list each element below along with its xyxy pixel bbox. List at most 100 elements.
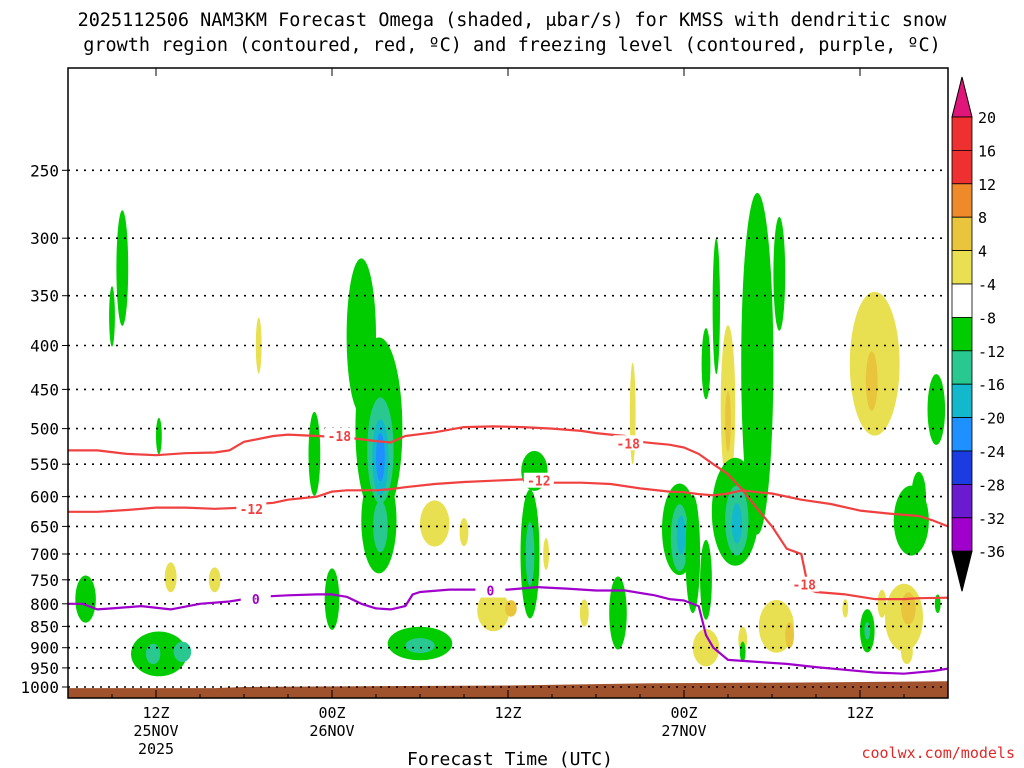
omega-cell-53 (842, 599, 849, 618)
y-tick-label-800: 800 (30, 595, 59, 614)
colorbar-extend-top (951, 76, 973, 118)
contour-label-0-2: -18 (793, 579, 817, 594)
colorbar-swatch-2 (951, 183, 973, 218)
y-tick-label-300: 300 (30, 229, 59, 248)
omega-shading (75, 192, 946, 677)
omega-cell-0 (116, 210, 129, 326)
omega-cell-36 (700, 539, 712, 620)
contour-label-0-0: -18 (328, 430, 352, 445)
colorbar-label-0: 20 (978, 109, 996, 127)
omega-cell-28 (543, 538, 549, 570)
contour-label-bg-1-1 (523, 472, 554, 488)
contour-label-1-1: -12 (527, 475, 550, 490)
y-tick-label-600: 600 (30, 488, 59, 507)
omega-cell-6 (173, 641, 192, 662)
omega-cell-55 (864, 622, 871, 640)
contour-label-bg-0-0 (324, 428, 355, 444)
colorbar-label-5: -4 (978, 276, 996, 294)
omega-cell-48 (739, 641, 746, 662)
omega-cell-20 (405, 638, 435, 654)
y-tick-label-950: 950 (30, 659, 59, 678)
omega-cell-1 (109, 286, 115, 347)
plot-background (68, 68, 948, 698)
x-tick-label-0-1: 25NOV (133, 722, 178, 740)
omega-cell-11 (324, 568, 340, 630)
omega-cell-24 (505, 600, 517, 617)
colorbar-label-4: 4 (978, 243, 987, 261)
omega-cell-38 (712, 238, 720, 375)
y-tick-label-500: 500 (30, 420, 59, 439)
colorbar-label-3: 8 (978, 209, 987, 227)
contour-label-2-0: 0 (252, 593, 260, 608)
colorbar-label-2: 12 (978, 176, 996, 194)
colorbar-swatch-4 (951, 250, 973, 285)
colorbar-swatch-0 (951, 116, 973, 151)
x-tick-label-4-0: 12Z (846, 704, 873, 722)
colorbar-label-7: -12 (978, 343, 1005, 361)
contour-label-1-0: -12 (240, 503, 263, 518)
y-tick-label-650: 650 (30, 517, 59, 536)
omega-cell-52 (865, 351, 878, 411)
chart-title-line-2: growth region (contoured, red, ºC) and f… (83, 35, 941, 56)
y-tick-label-900: 900 (30, 639, 59, 658)
omega-cell-22 (459, 518, 469, 547)
contour-label-2-1: 0 (486, 585, 494, 600)
y-tick-label-350: 350 (30, 287, 59, 306)
omega-cell-8 (208, 567, 221, 593)
omega-cell-42 (692, 629, 720, 667)
colorbar-swatch-12 (951, 517, 973, 552)
colorbar-label-1: 16 (978, 142, 996, 160)
omega-cell-47 (773, 216, 786, 331)
omega-cell-21 (420, 500, 450, 547)
y-tick-label-700: 700 (30, 545, 59, 564)
omega-cell-3 (75, 575, 96, 623)
colorbar-label-12: -32 (978, 510, 1005, 528)
contour-label-bg-0-1 (613, 435, 644, 451)
omega-cell-27 (525, 522, 535, 586)
x-tick-label-3-0: 00Z (670, 704, 697, 722)
x-axis-label: Forecast Time (UTC) (407, 749, 613, 768)
omega-cell-61 (911, 471, 926, 522)
x-tick-label-3-1: 27NOV (661, 722, 706, 740)
contour-label-bg-1-0 (236, 500, 267, 516)
omega-cell-40 (725, 390, 731, 452)
omega-cell-50 (785, 622, 794, 648)
x-tick-label-0-0: 12Z (142, 704, 169, 722)
temperature-contours: -18 -18 -18 -12 -12 0 0 (68, 425, 948, 675)
colorbar-swatch-7 (951, 350, 973, 385)
colorbar-swatch-8 (951, 383, 973, 419)
y-tick-label-250: 250 (30, 161, 59, 180)
contour-label-bg-2-1 (475, 582, 506, 598)
colorbar-swatch-1 (951, 149, 973, 185)
y-tick-label-450: 450 (30, 380, 59, 399)
omega-cell-59 (901, 639, 913, 665)
colorbar-label-8: -16 (978, 376, 1005, 394)
y-tick-label-550: 550 (30, 455, 59, 474)
omega-cell-10 (308, 411, 321, 496)
omega-cell-45 (731, 503, 742, 544)
terrain-fill (68, 681, 948, 698)
omega-cell-23 (477, 590, 510, 632)
credit-text: coolwx.com/models (861, 744, 1015, 762)
colorbar-extend-bottom (951, 550, 973, 592)
omega-cell-56 (877, 589, 887, 618)
colorbar-label-11: -28 (978, 476, 1005, 494)
colorbar-swatch-3 (951, 216, 973, 251)
plot-area: -18 -18 -18 -12 -12 0 0 250 300 350 400 450 500 550 6… (20, 67, 949, 758)
contour-label-bg-2-0 (240, 591, 271, 607)
omega-cell-2 (156, 417, 162, 455)
omega-cell-63 (934, 594, 941, 614)
pressure-axis: 250 300 350 400 450 500 550 600 650 700 750 800 850 9… (20, 161, 68, 697)
omega-cell-49 (758, 600, 795, 653)
colorbar-swatch-9 (951, 417, 973, 452)
colorbar-swatch-6 (951, 316, 973, 352)
omega-cell-62 (927, 374, 946, 445)
omega-cell-9 (255, 317, 262, 374)
y-tick-label-1000: 1000 (20, 678, 59, 697)
omega-cell-5 (145, 643, 161, 665)
colorbar-label-13: -36 (978, 543, 1005, 561)
x-tick-label-0-2: 2025 (138, 740, 174, 758)
omega-colorbar: 20 16 12 8 4 -4 -8 -12 -16 -20 -24 -28 -32 -36 (951, 76, 1005, 592)
omega-cell-30 (609, 576, 627, 650)
